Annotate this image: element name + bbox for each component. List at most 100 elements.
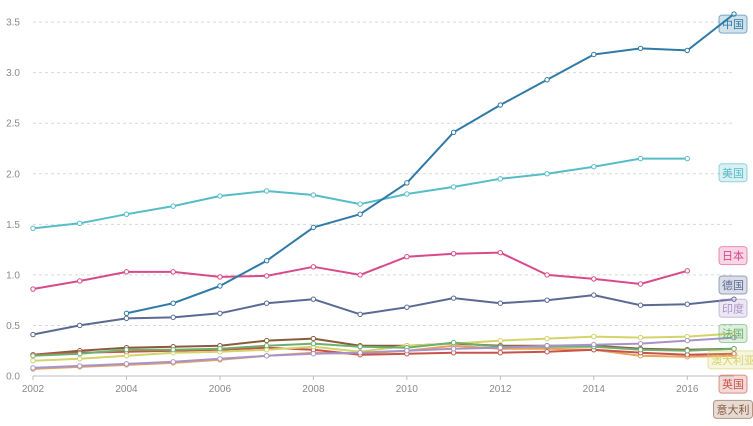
data-point[interactable] — [684, 155, 690, 162]
data-point[interactable] — [310, 296, 317, 302]
data-point[interactable] — [637, 281, 644, 287]
data-point[interactable] — [684, 268, 690, 274]
data-point[interactable] — [123, 353, 130, 359]
data-point[interactable] — [591, 164, 597, 170]
data-point[interactable] — [731, 346, 737, 352]
data-point[interactable] — [684, 337, 690, 344]
data-point[interactable] — [404, 191, 410, 197]
data-point[interactable] — [357, 211, 363, 217]
data-point[interactable] — [77, 351, 83, 357]
data-point[interactable] — [217, 193, 223, 199]
data-point[interactable] — [497, 337, 504, 344]
data-point[interactable] — [170, 300, 176, 306]
data-point[interactable] — [450, 184, 457, 190]
data-point[interactable] — [310, 264, 317, 270]
data-point[interactable] — [310, 351, 317, 357]
data-point[interactable] — [30, 358, 36, 364]
data-point[interactable] — [637, 340, 644, 347]
data-point[interactable] — [263, 258, 270, 264]
data-point[interactable] — [30, 365, 36, 371]
data-point[interactable] — [544, 171, 550, 177]
data-point[interactable] — [544, 349, 550, 355]
data-point[interactable] — [170, 359, 176, 365]
data-point[interactable] — [263, 300, 270, 306]
data-point[interactable] — [217, 310, 223, 317]
data-point[interactable] — [637, 45, 644, 52]
data-point[interactable] — [450, 250, 457, 257]
data-point[interactable] — [170, 314, 176, 321]
data-point[interactable] — [357, 343, 363, 350]
data-point[interactable] — [357, 311, 363, 318]
data-point[interactable] — [77, 220, 83, 227]
data-point[interactable] — [404, 253, 410, 260]
data-point[interactable] — [591, 276, 597, 282]
data-point[interactable] — [263, 337, 270, 344]
data-point[interactable] — [404, 348, 410, 354]
data-point[interactable] — [544, 335, 550, 342]
data-point[interactable] — [450, 346, 457, 352]
data-point[interactable] — [310, 340, 317, 347]
data-point[interactable] — [497, 176, 504, 182]
data-point[interactable] — [497, 350, 504, 356]
data-point[interactable] — [30, 353, 36, 359]
data-point[interactable] — [310, 192, 317, 198]
data-point[interactable] — [357, 350, 363, 356]
data-point[interactable] — [637, 302, 644, 308]
data-point[interactable] — [731, 351, 737, 357]
data-point[interactable] — [217, 283, 223, 289]
data-point[interactable] — [637, 334, 644, 341]
data-point[interactable] — [263, 188, 270, 194]
data-point[interactable] — [357, 272, 363, 278]
data-point[interactable] — [30, 225, 36, 232]
data-point[interactable] — [404, 304, 410, 310]
data-point[interactable] — [544, 77, 550, 83]
data-point[interactable] — [310, 224, 317, 231]
data-point[interactable] — [684, 47, 690, 54]
data-point[interactable] — [591, 51, 597, 58]
data-point[interactable] — [30, 286, 36, 292]
data-point[interactable] — [357, 201, 363, 207]
series-line — [32, 346, 735, 356]
data-point[interactable] — [731, 334, 737, 341]
data-point[interactable] — [217, 274, 223, 280]
data-point[interactable] — [450, 129, 457, 136]
data-point[interactable] — [450, 295, 457, 301]
data-point[interactable] — [591, 341, 597, 348]
data-point[interactable] — [77, 322, 83, 329]
data-point[interactable] — [77, 356, 83, 362]
data-point[interactable] — [170, 269, 176, 275]
data-point[interactable] — [310, 335, 317, 342]
data-point[interactable] — [591, 333, 597, 340]
data-point[interactable] — [123, 269, 130, 275]
data-point[interactable] — [123, 315, 130, 322]
data-point[interactable] — [684, 348, 690, 354]
data-point[interactable] — [404, 180, 410, 186]
data-point[interactable] — [497, 102, 504, 108]
data-point[interactable] — [123, 361, 130, 367]
data-point[interactable] — [263, 342, 270, 349]
data-point[interactable] — [77, 278, 83, 284]
data-point[interactable] — [30, 331, 36, 338]
data-point[interactable] — [217, 356, 223, 362]
data-point[interactable] — [123, 310, 130, 317]
data-point[interactable] — [544, 297, 550, 303]
data-point[interactable] — [450, 339, 457, 346]
data-point[interactable] — [637, 155, 644, 162]
data-point[interactable] — [637, 347, 644, 353]
data-point[interactable] — [544, 342, 550, 349]
data-point[interactable] — [497, 249, 504, 256]
data-point[interactable] — [684, 301, 690, 307]
series-日本 — [30, 249, 690, 292]
data-point[interactable] — [497, 344, 504, 351]
data-point[interactable] — [123, 211, 130, 217]
data-point[interactable] — [263, 273, 270, 279]
data-point[interactable] — [77, 363, 83, 369]
data-point[interactable] — [123, 347, 130, 353]
data-point[interactable] — [263, 353, 270, 359]
data-point[interactable] — [497, 300, 504, 306]
data-point[interactable] — [544, 272, 550, 278]
data-point[interactable] — [217, 346, 223, 352]
data-point[interactable] — [591, 292, 597, 298]
data-point[interactable] — [170, 203, 176, 209]
data-point[interactable] — [170, 347, 176, 353]
